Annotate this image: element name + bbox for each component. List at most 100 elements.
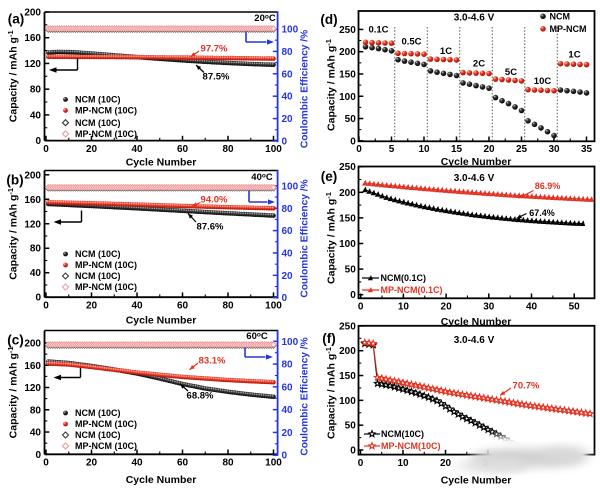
svg-text:80: 80 [30, 405, 42, 416]
svg-text:30: 30 [548, 144, 560, 155]
svg-text:60: 60 [282, 382, 294, 393]
svg-text:200: 200 [24, 8, 41, 19]
svg-text:67.4%: 67.4% [529, 208, 555, 218]
svg-text:1C: 1C [440, 46, 452, 57]
svg-text:100: 100 [265, 144, 282, 155]
svg-text:MP-NCM(10C): MP-NCM(10C) [381, 441, 441, 451]
svg-text:0: 0 [35, 450, 41, 461]
svg-text:40: 40 [282, 92, 294, 103]
svg-text:250: 250 [339, 25, 356, 36]
svg-text:86.9%: 86.9% [535, 181, 561, 191]
svg-text:20: 20 [282, 428, 294, 439]
svg-text:200: 200 [339, 188, 356, 199]
svg-text:150: 150 [339, 371, 356, 382]
svg-text:100: 100 [265, 458, 282, 469]
svg-text:60: 60 [177, 144, 189, 155]
svg-text:5C: 5C [505, 67, 517, 78]
svg-text:60: 60 [282, 226, 294, 237]
svg-text:160: 160 [24, 33, 41, 44]
svg-text:160: 160 [24, 361, 41, 372]
svg-text:3.0-4.6 V: 3.0-4.6 V [454, 173, 495, 184]
svg-text:97.7%: 97.7% [201, 44, 228, 55]
svg-text:87.5%: 87.5% [203, 72, 230, 83]
svg-text:MP-NCM (10C): MP-NCM (10C) [75, 441, 137, 451]
svg-text:NCM (10C): NCM (10C) [75, 271, 121, 281]
svg-text:0: 0 [356, 144, 362, 155]
svg-text:(b): (b) [6, 173, 23, 188]
svg-text:10C: 10C [534, 76, 552, 87]
svg-text:Cycle Number: Cycle Number [441, 474, 512, 486]
svg-text:100: 100 [339, 396, 356, 407]
svg-text:40: 40 [30, 428, 42, 439]
svg-text:3.0-4.6 V: 3.0-4.6 V [454, 13, 495, 24]
svg-text:(e): (e) [321, 169, 338, 184]
svg-text:50: 50 [345, 421, 357, 432]
svg-text:3.0-4.6 V: 3.0-4.6 V [454, 335, 495, 346]
svg-text:NCM(0.1C): NCM(0.1C) [381, 273, 427, 283]
svg-text:15: 15 [451, 144, 463, 155]
svg-text:NCM (10C): NCM (10C) [75, 408, 121, 418]
svg-text:40: 40 [282, 249, 294, 260]
svg-text:0: 0 [350, 290, 356, 301]
svg-text:Coulombic Efficiency /%: Coulombic Efficiency /% [300, 179, 311, 297]
svg-text:Capacity / mAh g-1: Capacity / mAh g-1 [324, 347, 338, 439]
svg-text:60oC: 60oC [246, 331, 268, 342]
svg-text:200: 200 [339, 47, 356, 58]
svg-text:20: 20 [282, 271, 294, 282]
svg-text:20: 20 [483, 144, 495, 155]
svg-text:70.7%: 70.7% [513, 381, 540, 392]
svg-text:35: 35 [581, 144, 593, 155]
svg-text:40: 40 [131, 144, 143, 155]
svg-text:20: 20 [86, 458, 98, 469]
svg-text:120: 120 [24, 219, 41, 230]
svg-text:NCM: NCM [550, 12, 571, 22]
svg-text:0: 0 [282, 451, 288, 462]
svg-text:MP-NCM (10C): MP-NCM (10C) [75, 129, 137, 139]
svg-text:10: 10 [418, 144, 430, 155]
svg-text:0: 0 [43, 458, 49, 469]
svg-text:200: 200 [24, 170, 41, 181]
svg-text:20oC: 20oC [254, 13, 276, 24]
svg-text:MP-NCM: MP-NCM [550, 24, 587, 34]
svg-text:MP-NCM(0.1C): MP-NCM(0.1C) [381, 285, 443, 295]
svg-text:80: 80 [30, 244, 42, 255]
svg-text:NCM(10C): NCM(10C) [381, 429, 424, 439]
svg-text:0: 0 [35, 136, 41, 147]
svg-text:50: 50 [345, 265, 357, 276]
svg-text:40: 40 [30, 268, 42, 279]
svg-text:80: 80 [222, 144, 234, 155]
svg-text:40: 40 [282, 405, 294, 416]
svg-text:Capacity / mAh g-1: Capacity / mAh g-1 [324, 39, 338, 131]
svg-text:150: 150 [339, 70, 356, 81]
svg-text:0: 0 [358, 302, 364, 313]
svg-text:68.8%: 68.8% [187, 391, 214, 402]
svg-text:5: 5 [389, 144, 395, 155]
svg-text:NCM (10C): NCM (10C) [75, 118, 121, 128]
svg-text:(a): (a) [8, 12, 25, 27]
svg-text:NCM (10C): NCM (10C) [75, 430, 121, 440]
svg-text:Cycle Number: Cycle Number [126, 157, 197, 169]
svg-text:Cycle Number: Cycle Number [441, 156, 512, 168]
svg-text:MP-NCM (10C): MP-NCM (10C) [75, 260, 137, 270]
svg-text:80: 80 [282, 360, 294, 371]
svg-text:25: 25 [516, 144, 528, 155]
svg-text:160: 160 [24, 195, 41, 206]
svg-text:80: 80 [222, 458, 234, 469]
svg-text:80: 80 [222, 301, 234, 312]
svg-text:100: 100 [339, 92, 356, 103]
svg-text:0: 0 [282, 293, 288, 304]
svg-text:1C: 1C [568, 50, 580, 61]
svg-text:MP-NCM (10C): MP-NCM (10C) [75, 282, 137, 292]
svg-text:MP-NCM (10C): MP-NCM (10C) [75, 106, 137, 116]
svg-text:100: 100 [265, 301, 282, 312]
svg-text:40: 40 [30, 110, 42, 121]
svg-text:0.1C: 0.1C [368, 25, 388, 36]
svg-text:83.1%: 83.1% [199, 356, 226, 367]
svg-text:40: 40 [131, 458, 143, 469]
svg-text:0: 0 [350, 136, 356, 147]
svg-text:40: 40 [526, 302, 538, 313]
svg-text:50: 50 [569, 302, 581, 313]
svg-text:10: 10 [398, 302, 410, 313]
svg-text:80: 80 [282, 47, 294, 58]
svg-text:0: 0 [35, 293, 41, 304]
